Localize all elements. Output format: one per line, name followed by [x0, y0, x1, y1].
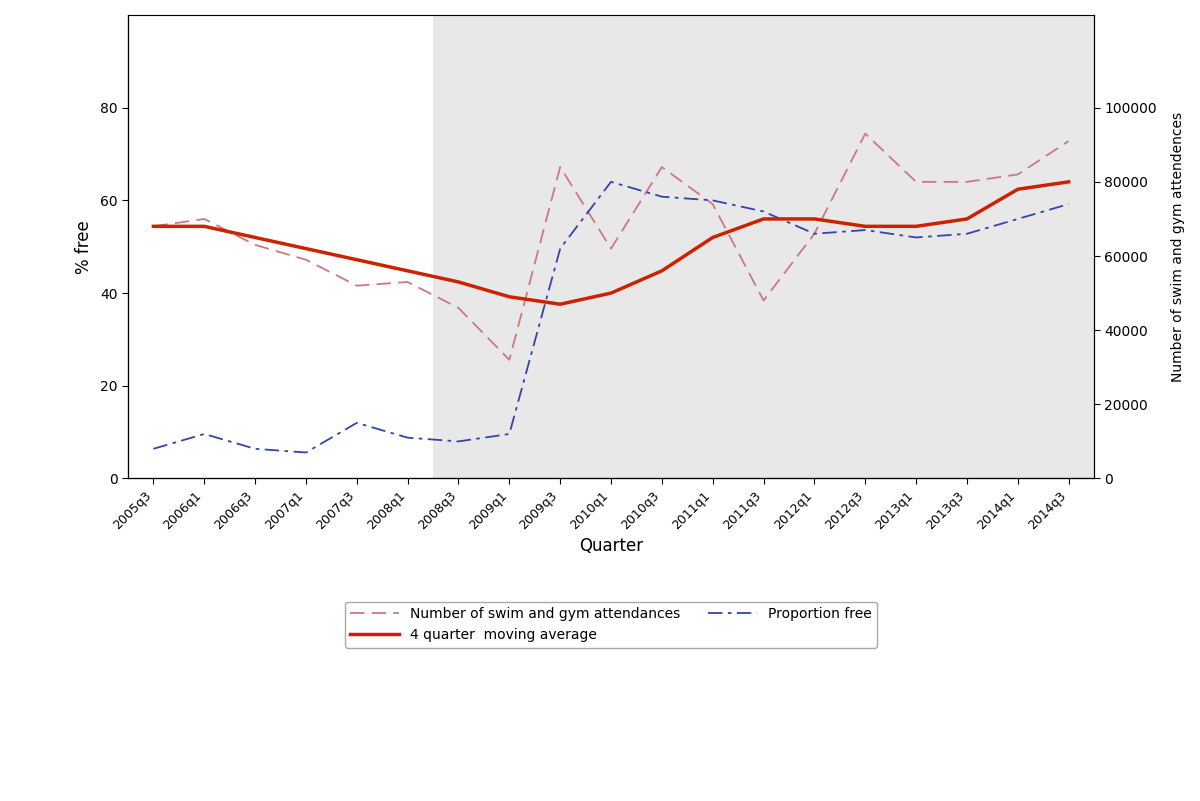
4 quarter  moving average: [858, 222, 872, 231]
4 quarter  moving average: [604, 288, 618, 298]
Proportion free: [960, 229, 974, 239]
4 quarter  moving average: [197, 222, 211, 231]
4 quarter  moving average: [808, 214, 822, 223]
4 quarter  moving average: [451, 277, 466, 287]
Proportion free: [706, 195, 720, 205]
Number of swim and gym attendances: [655, 163, 670, 172]
4 quarter  moving average: [502, 292, 516, 302]
4 quarter  moving average: [655, 266, 670, 276]
Proportion free: [146, 444, 161, 453]
4 quarter  moving average: [1062, 177, 1076, 187]
4 quarter  moving average: [960, 214, 974, 223]
Number of swim and gym attendances: [349, 281, 364, 291]
Proportion free: [1010, 214, 1025, 223]
4 quarter  moving average: [756, 214, 770, 223]
Number of swim and gym attendances: [908, 177, 923, 187]
4 quarter  moving average: [908, 222, 923, 231]
Number of swim and gym attendances: [960, 177, 974, 187]
Line: Number of swim and gym attendances: Number of swim and gym attendances: [154, 134, 1069, 360]
X-axis label: Quarter: Quarter: [578, 537, 643, 555]
4 quarter  moving average: [401, 266, 415, 276]
4 quarter  moving average: [349, 255, 364, 264]
Proportion free: [248, 444, 263, 453]
4 quarter  moving average: [299, 244, 313, 253]
Proportion free: [553, 244, 568, 253]
4 quarter  moving average: [1010, 184, 1025, 194]
Number of swim and gym attendances: [706, 199, 720, 209]
Number of swim and gym attendances: [197, 214, 211, 223]
Number of swim and gym attendances: [299, 255, 313, 264]
Proportion free: [908, 232, 923, 242]
Line: 4 quarter  moving average: 4 quarter moving average: [154, 182, 1069, 304]
Proportion free: [858, 225, 872, 235]
Proportion free: [655, 192, 670, 202]
Number of swim and gym attendances: [553, 163, 568, 172]
Proportion free: [502, 429, 516, 439]
Number of swim and gym attendances: [1062, 136, 1076, 146]
Proportion free: [349, 418, 364, 428]
Number of swim and gym attendances: [604, 244, 618, 253]
Number of swim and gym attendances: [451, 303, 466, 312]
Number of swim and gym attendances: [248, 240, 263, 250]
Legend: Number of swim and gym attendances, 4 quarter  moving average, Proportion free: Number of swim and gym attendances, 4 qu…: [344, 602, 877, 648]
4 quarter  moving average: [248, 232, 263, 242]
Proportion free: [604, 177, 618, 187]
Number of swim and gym attendances: [858, 129, 872, 139]
Proportion free: [808, 229, 822, 239]
Proportion free: [451, 437, 466, 446]
4 quarter  moving average: [706, 232, 720, 242]
Proportion free: [401, 433, 415, 442]
Proportion free: [299, 448, 313, 457]
Y-axis label: Number of swim and gym attendences: Number of swim and gym attendences: [1171, 111, 1186, 382]
Proportion free: [1062, 199, 1076, 209]
4 quarter  moving average: [553, 300, 568, 309]
Number of swim and gym attendances: [1010, 170, 1025, 179]
Y-axis label: % free: % free: [74, 219, 94, 274]
4 quarter  moving average: [146, 222, 161, 231]
Number of swim and gym attendances: [808, 229, 822, 239]
Line: Proportion free: Proportion free: [154, 182, 1069, 453]
Number of swim and gym attendances: [401, 277, 415, 287]
Number of swim and gym attendances: [146, 222, 161, 231]
Number of swim and gym attendances: [756, 296, 770, 305]
Number of swim and gym attendances: [502, 355, 516, 364]
Proportion free: [197, 429, 211, 439]
Bar: [433, 15, 1094, 478]
Proportion free: [756, 207, 770, 216]
